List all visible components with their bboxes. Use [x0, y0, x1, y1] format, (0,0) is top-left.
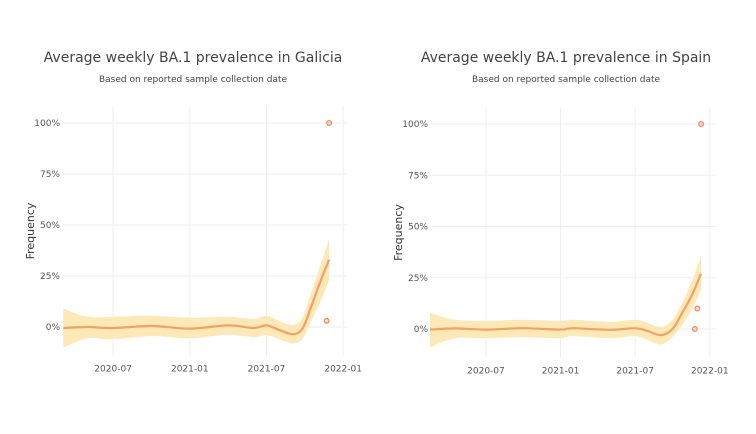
data-point [691, 326, 698, 332]
y-tick-label: 100% [402, 120, 428, 130]
y-tick-label: 50% [408, 223, 428, 233]
smoothed-line [63, 259, 331, 336]
x-tick-label: 2021-07 [616, 367, 654, 377]
y-tick-label: 75% [40, 170, 60, 180]
x-tick-label: 2020-07 [94, 364, 132, 374]
smoothed-line [429, 273, 703, 337]
chart-title: Average weekly BA.1 prevalence in Galici… [44, 50, 343, 66]
confidence-band [430, 255, 702, 348]
x-tick-label: 2021-07 [248, 364, 286, 374]
y-tick-label: 0% [414, 325, 429, 335]
chart-panel-1: Average weekly BA.1 prevalence in Galici… [24, 50, 362, 374]
y-axis-label: Frequency [392, 204, 405, 261]
chart-subtitle: Based on reported sample collection date [99, 75, 288, 85]
data-point [694, 305, 701, 312]
y-tick-label: 0% [46, 323, 61, 333]
y-tick-label: 25% [408, 274, 428, 284]
data-point [323, 317, 330, 324]
y-tick-label: 100% [34, 119, 60, 129]
chart-title: Average weekly BA.1 prevalence in Spain [421, 50, 711, 66]
y-axis-label: Frequency [24, 202, 37, 259]
chart-panel-2: Average weekly BA.1 prevalence in Spain B… [392, 50, 729, 377]
chart-subtitle: Based on reported sample collection date [472, 75, 661, 85]
x-tick-label: 2020-07 [467, 367, 505, 377]
data-point [698, 121, 705, 127]
x-tick-label: 2021-01 [542, 367, 580, 377]
y-tick-label: 50% [40, 221, 60, 231]
y-tick-label: 75% [408, 171, 428, 181]
x-tick-label: 2022-01 [324, 364, 362, 374]
y-tick-label: 25% [40, 272, 60, 282]
x-tick-label: 2022-01 [691, 367, 729, 377]
confidence-band [63, 239, 330, 348]
data-point [326, 120, 333, 126]
x-tick-label: 2021-01 [171, 364, 209, 374]
